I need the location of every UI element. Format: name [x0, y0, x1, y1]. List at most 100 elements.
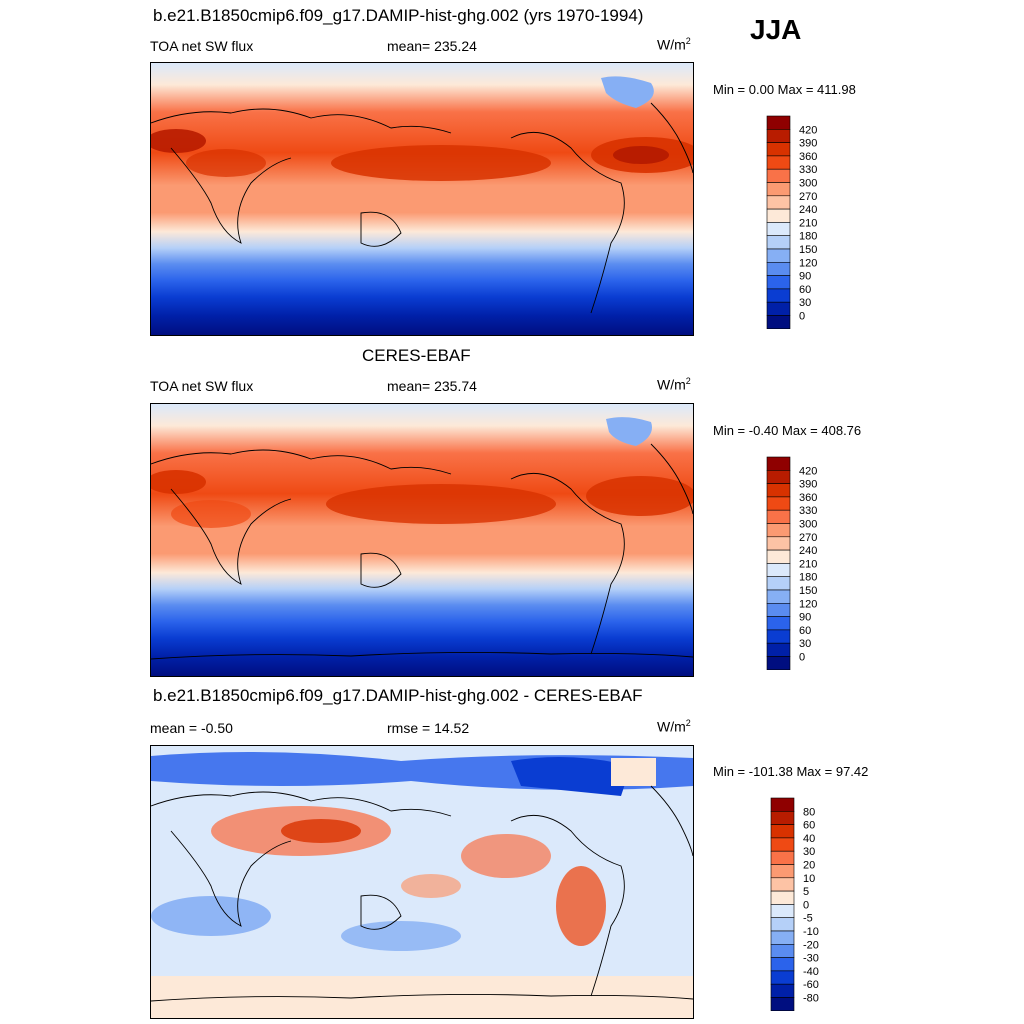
colorbar-swatch — [770, 970, 795, 985]
colorbar-model: 420 390 360 330 300 270 240 210 180 150 120 90 60 30 0 — [766, 115, 836, 329]
colorbar-tick-label: 60 — [799, 284, 811, 296]
panel-title-model: b.e21.B1850cmip6.f09_g17.DAMIP-hist-ghg.… — [153, 6, 644, 25]
colorbar-tick-label: 30 — [803, 846, 815, 858]
panel-title-obs: CERES-EBAF — [362, 346, 471, 365]
colorbar-swatch — [770, 890, 795, 905]
colorbar-tick-label: 180 — [799, 231, 817, 243]
colorbar-tick-label: 270 — [799, 532, 817, 544]
colorbar-swatch — [770, 824, 795, 839]
colorbar-swatch — [766, 115, 791, 130]
colorbar-tick-label: 180 — [799, 572, 817, 584]
colorbar-tick-label: 240 — [799, 204, 817, 216]
map-diff — [150, 745, 694, 1019]
colorbar-tick-label: 300 — [799, 519, 817, 531]
panel-units-model: W/m2 — [657, 36, 691, 53]
colorbar-tick-label: 60 — [799, 625, 811, 637]
colorbar-tick-label: 0 — [799, 311, 805, 323]
colorbar-tick-label: 5 — [803, 886, 809, 898]
colorbar-swatch — [766, 563, 791, 578]
colorbar-swatch — [770, 837, 795, 852]
colorbar-tick-label: 10 — [803, 873, 815, 885]
panel-minmax-diff: Min = -101.38 Max = 97.42 — [713, 764, 869, 779]
colorbar-tick-label: 20 — [803, 860, 815, 872]
colorbar-swatch — [766, 288, 791, 303]
colorbar-tick-label: 360 — [799, 492, 817, 504]
colorbar-swatch — [766, 496, 791, 511]
colorbar-swatch — [766, 509, 791, 524]
colorbar-tick-label: 30 — [799, 297, 811, 309]
colorbar-tick-label: -10 — [803, 926, 819, 938]
colorbar-tick-label: 420 — [799, 465, 817, 477]
colorbar-tick-label: 270 — [799, 191, 817, 203]
colorbar-tick-label: 120 — [799, 598, 817, 610]
colorbar-swatch — [766, 275, 791, 290]
panel-units-obs: W/m2 — [657, 376, 691, 393]
colorbar-swatch — [766, 315, 791, 329]
panel-variable-label-obs: TOA net SW flux — [150, 378, 254, 394]
colorbar-swatch — [766, 536, 791, 551]
colorbar-tick-label: -20 — [803, 939, 819, 951]
colorbar-swatch — [766, 248, 791, 263]
colorbar-swatch — [770, 811, 795, 825]
colorbar-swatch — [770, 850, 795, 865]
colorbar-tick-label: 120 — [799, 257, 817, 269]
colorbar-swatch — [766, 301, 791, 316]
colorbar-swatch — [766, 470, 791, 484]
colorbar-swatch — [770, 930, 795, 945]
panel-mean-label-obs: mean= 235.74 — [387, 378, 477, 394]
panel-mean-label-model: mean= 235.24 — [387, 38, 477, 54]
colorbar-tick-label: 0 — [799, 652, 805, 664]
colorbar-tick-label: -60 — [803, 979, 819, 991]
colorbar-swatch — [770, 997, 795, 1011]
colorbar-swatch — [766, 656, 791, 670]
colorbar-tick-label: 300 — [799, 178, 817, 190]
colorbar-swatch — [766, 222, 791, 237]
colorbar-swatch — [766, 195, 791, 210]
colorbar-swatch — [770, 904, 795, 919]
colorbar-swatch — [770, 944, 795, 958]
colorbar-swatch — [766, 616, 791, 631]
colorbar-tick-label: 360 — [799, 151, 817, 163]
colorbar-swatch — [766, 168, 791, 183]
colorbar-swatch — [770, 864, 795, 879]
colorbar-swatch — [766, 129, 791, 143]
colorbar-tick-label: 240 — [799, 545, 817, 557]
colorbar-swatch — [766, 549, 791, 564]
colorbar-tick-label: 210 — [799, 558, 817, 570]
colorbar-swatch — [766, 456, 791, 471]
colorbar-tick-label: 80 — [803, 806, 815, 818]
colorbar-tick-label: -40 — [803, 966, 819, 978]
panel-title-diff: b.e21.B1850cmip6.f09_g17.DAMIP-hist-ghg.… — [153, 686, 643, 705]
map-canvas-model — [151, 63, 693, 335]
colorbar-swatch — [766, 523, 791, 538]
map-obs — [150, 403, 694, 677]
colorbar-swatch — [766, 642, 791, 657]
colorbar-swatch — [770, 917, 795, 932]
colorbar-tick-label: 330 — [799, 505, 817, 517]
colorbar-tick-label: 150 — [799, 244, 817, 256]
colorbar-tick-label: -5 — [803, 913, 813, 925]
colorbar-swatch — [770, 797, 795, 812]
colorbar-swatch — [766, 576, 791, 591]
colorbar-swatch — [766, 629, 791, 644]
colorbar-obs: 420 390 360 330 300 270 240 210 180 150 120 90 60 30 0 — [766, 456, 836, 670]
panel-minmax-model: Min = 0.00 Max = 411.98 — [713, 82, 856, 97]
panel-rmse-label-diff: rmse = 14.52 — [387, 720, 470, 736]
panel-units-diff: W/m2 — [657, 718, 691, 735]
colorbar-tick-label: 390 — [799, 138, 817, 150]
colorbar-swatch — [766, 155, 791, 170]
panel-variable-label-model: TOA net SW flux — [150, 38, 254, 54]
colorbar-swatch — [766, 235, 791, 250]
colorbar-tick-label: 30 — [799, 638, 811, 650]
colorbar-tick-label: 60 — [803, 820, 815, 832]
colorbar-diff: 80 60 40 30 20 10 5 0 -5 -10 -20 -30 -40 -60 -80 — [770, 797, 840, 1011]
colorbar-tick-label: 0 — [803, 899, 809, 911]
colorbar-tick-label: -80 — [803, 993, 819, 1005]
map-canvas-diff — [151, 746, 693, 1018]
colorbar-swatch — [766, 483, 791, 498]
map-model — [150, 62, 694, 336]
colorbar-tick-label: 210 — [799, 217, 817, 229]
colorbar-tick-label: -30 — [803, 953, 819, 965]
